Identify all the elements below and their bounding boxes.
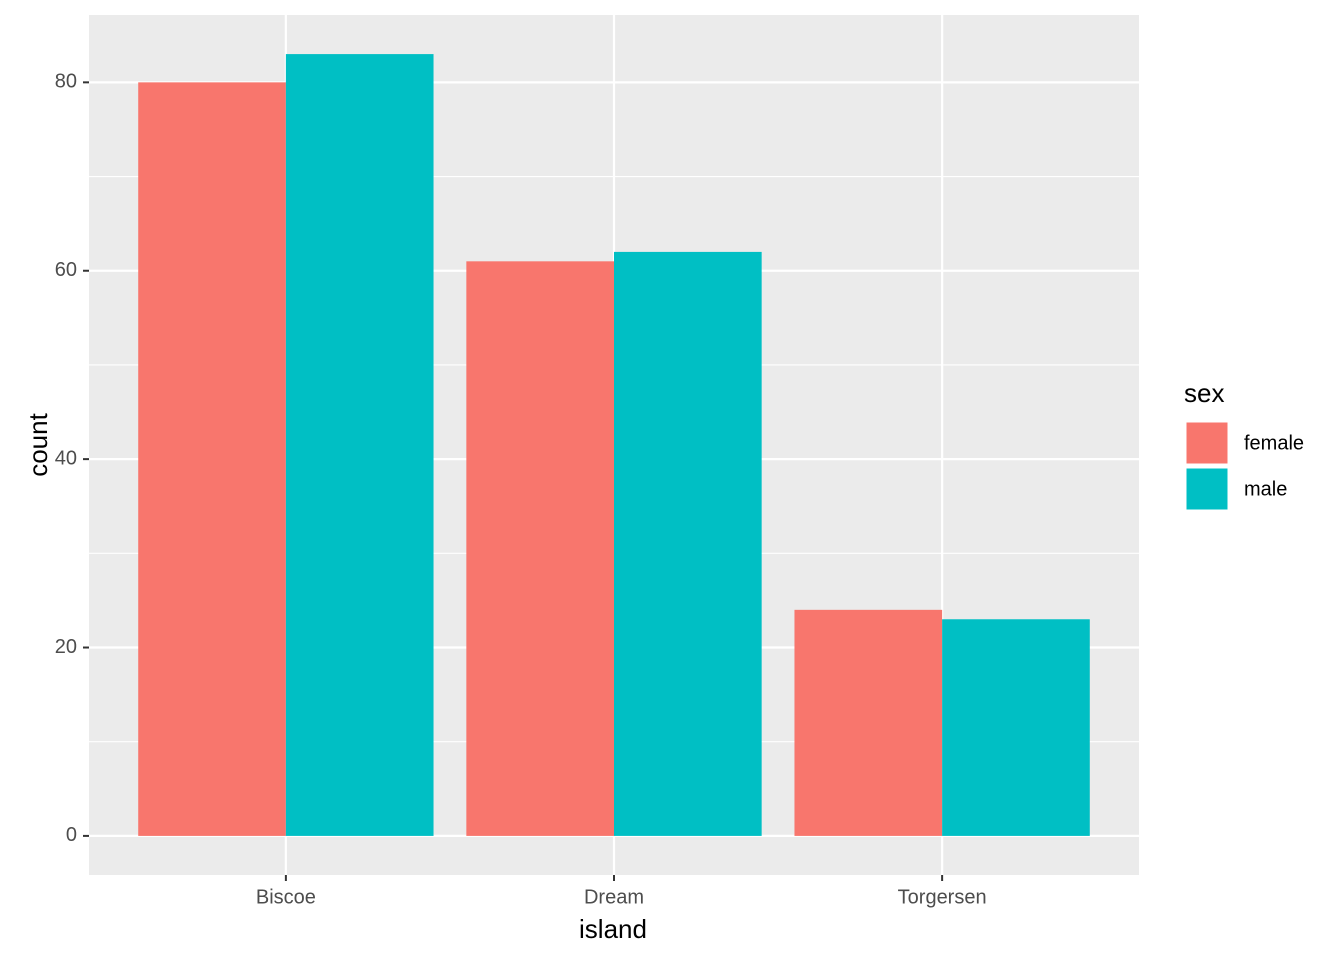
y-tick-label: 80: [55, 71, 77, 93]
legend-title: sex: [1184, 378, 1224, 408]
bar: [138, 82, 286, 836]
x-tick-label: Biscoe: [256, 886, 316, 908]
legend-key: [1185, 421, 1229, 465]
legend-label: male: [1244, 478, 1287, 500]
x-tick-label: Dream: [584, 886, 644, 908]
y-axis-title: count: [23, 412, 53, 476]
bar: [285, 54, 434, 836]
legend-key: [1185, 467, 1229, 511]
y-tick-label: 0: [66, 824, 77, 846]
bar: [614, 251, 762, 836]
bar: [942, 619, 1090, 836]
legend-label: female: [1244, 432, 1304, 454]
y-tick-label: 20: [55, 636, 77, 658]
bar: [794, 609, 943, 836]
x-axis-title: island: [579, 914, 647, 944]
x-tick-label: Torgersen: [898, 886, 987, 908]
bar: [466, 261, 614, 836]
y-tick-label: 40: [55, 447, 77, 469]
y-tick-label: 60: [55, 259, 77, 281]
